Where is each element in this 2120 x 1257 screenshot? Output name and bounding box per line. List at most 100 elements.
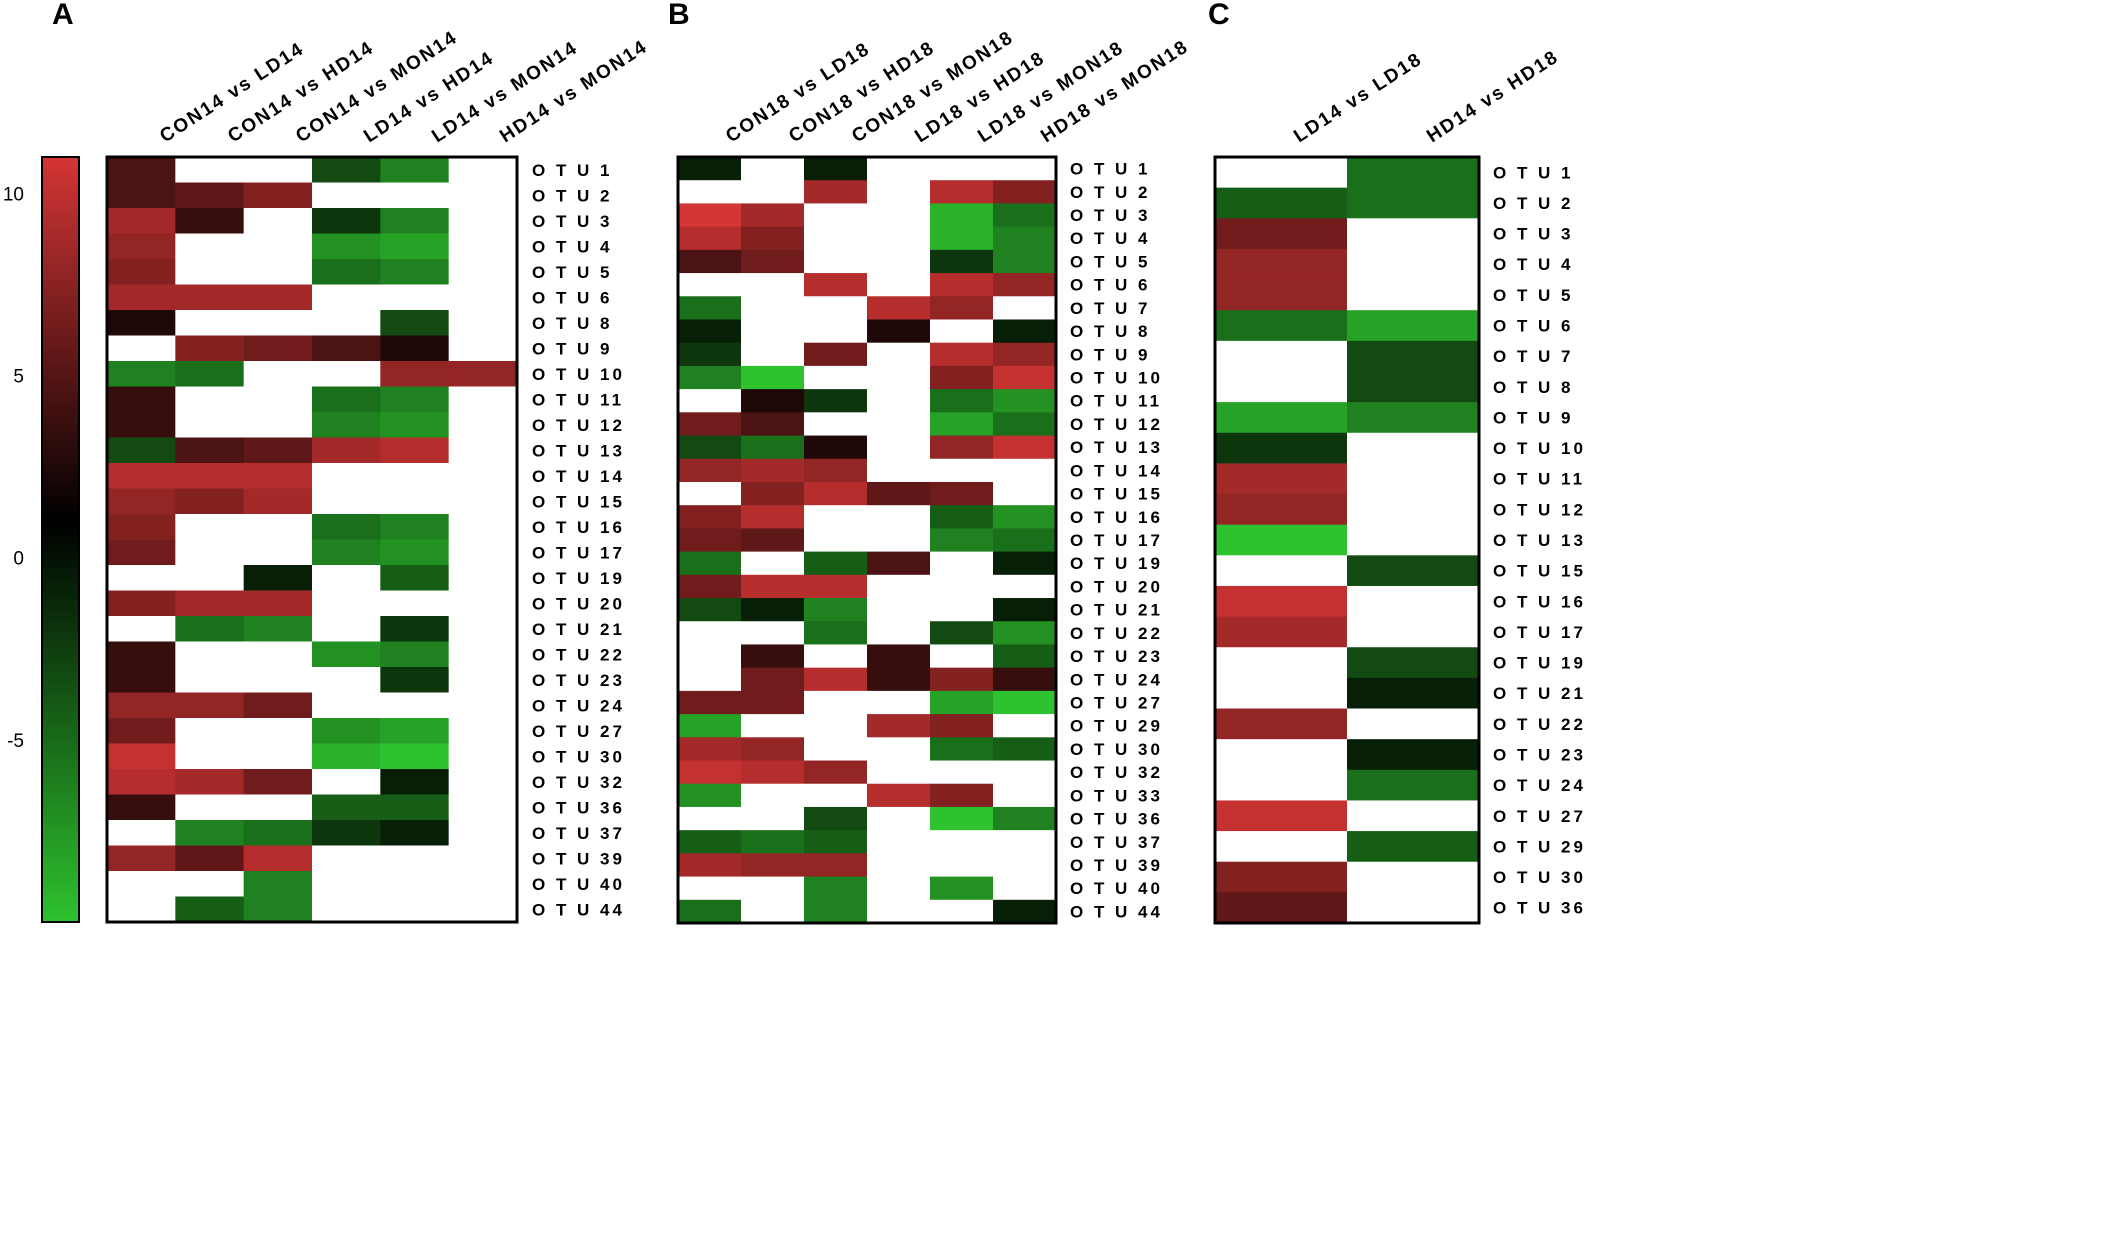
heatmap-cell [867, 783, 931, 808]
heatmap-cell [741, 830, 805, 854]
heatmap-cell [107, 514, 176, 541]
heatmap-cell [243, 871, 313, 898]
row-label: O T U 36 [1493, 899, 1586, 918]
heatmap-cell [930, 783, 994, 808]
heatmap-cell [312, 871, 381, 898]
heatmap-cell [175, 641, 245, 668]
heatmap-cell [867, 528, 931, 553]
heatmap-cell [804, 528, 868, 553]
heatmap-cell [107, 641, 176, 668]
heatmap-cell [993, 273, 1057, 297]
row-label: O T U 29 [1493, 837, 1586, 856]
heatmap-cell [741, 481, 805, 506]
heatmap-cell [380, 845, 450, 872]
heatmap-cell [107, 208, 176, 235]
heatmap-cell [1347, 310, 1480, 342]
heatmap-cell [867, 760, 931, 785]
row-label: O T U 13 [1070, 438, 1163, 457]
heatmap-cell [1347, 432, 1480, 464]
heatmap-cell [107, 590, 176, 617]
heatmap-cell [1215, 279, 1348, 311]
heatmap-cell [312, 794, 381, 821]
heatmap-cell [804, 505, 868, 529]
heatmap-cell [243, 820, 313, 847]
heatmap-cell [380, 233, 450, 260]
heatmap-cell [804, 783, 868, 808]
row-label: O T U 40 [1070, 879, 1163, 898]
heatmap-cell [867, 899, 931, 924]
row-label: O T U 4 [1493, 255, 1574, 274]
heatmap-cell [243, 233, 313, 260]
heatmap-cell [678, 899, 742, 924]
heatmap-cell [1215, 677, 1348, 710]
heatmap-cell [312, 412, 381, 439]
heatmap-cell [312, 718, 381, 745]
heatmap-cell [930, 458, 994, 483]
heatmap-cell [312, 845, 381, 872]
heatmap-cell [175, 871, 245, 898]
heatmap-cell [380, 871, 450, 898]
heatmap-cell [1215, 157, 1348, 189]
heatmap-cell [993, 806, 1057, 831]
heatmap-cell [1215, 769, 1348, 802]
heatmap-cell [448, 845, 518, 872]
heatmap-cell [380, 335, 450, 362]
heatmap-cell [993, 435, 1057, 460]
heatmap-cell [312, 641, 381, 668]
heatmap-cell [448, 310, 518, 337]
heatmap-cell [741, 621, 805, 646]
heatmap-cell [1347, 340, 1480, 373]
panel-b-row-labels: O T U 1 O T U 2 O T U 3 O T U 4 O T U 5 O T U… [1070, 160, 1163, 922]
heatmap-cell [448, 335, 518, 362]
heatmap-cell [930, 876, 994, 901]
heatmap-cell [741, 180, 805, 205]
heatmap-cell [678, 412, 742, 437]
heatmap-cell [243, 182, 313, 209]
heatmap-cell [380, 488, 450, 515]
heatmap-cell [1347, 463, 1480, 495]
heatmap-cell [867, 273, 931, 297]
heatmap-cell [741, 412, 805, 437]
heatmap-cell [312, 743, 381, 770]
heatmap-cell [107, 386, 176, 413]
heatmap-cell [867, 830, 931, 854]
heatmap-cell [175, 182, 245, 209]
row-label: O T U 17 [1493, 623, 1586, 642]
heatmap-cell [678, 806, 742, 831]
heatmap-cell [993, 249, 1057, 274]
heatmap-cell [175, 794, 245, 821]
heatmap-cell [312, 667, 381, 694]
heatmap-cell [1215, 616, 1348, 648]
heatmap-cell [993, 760, 1057, 785]
heatmap-cell [741, 435, 805, 460]
heatmap-cell [1215, 340, 1348, 373]
heatmap-cell [312, 437, 381, 464]
heatmap-cell [678, 528, 742, 553]
heatmap-cell [804, 899, 868, 924]
heatmap-cell [993, 412, 1057, 437]
heatmap-cell [678, 783, 742, 808]
heatmap-cell [678, 319, 742, 344]
row-label: O T U 39 [1070, 856, 1163, 875]
row-label: O T U 37 [1070, 833, 1163, 852]
row-label: O T U 16 [1493, 592, 1586, 611]
heatmap-cell [175, 488, 245, 515]
heatmap-cell [243, 667, 313, 694]
column-label: HD14 vs HD18 [1423, 46, 1563, 147]
heatmap-cell [741, 273, 805, 297]
heatmap-cell [448, 616, 518, 643]
row-label: O T U 20 [1070, 577, 1163, 596]
heatmap-cell [741, 714, 805, 738]
heatmap-cell [107, 488, 176, 515]
row-label: O T U 32 [532, 773, 625, 792]
heatmap-cell [867, 853, 931, 878]
heatmap-cell [448, 157, 518, 184]
row-label: O T U 19 [1070, 554, 1163, 573]
row-label: O T U 5 [532, 263, 613, 282]
heatmap-cell [380, 718, 450, 745]
heatmap-cell [993, 319, 1057, 344]
heatmap-cell [1215, 402, 1348, 434]
heatmap-cell [867, 690, 931, 715]
heatmap-cell [678, 876, 742, 901]
